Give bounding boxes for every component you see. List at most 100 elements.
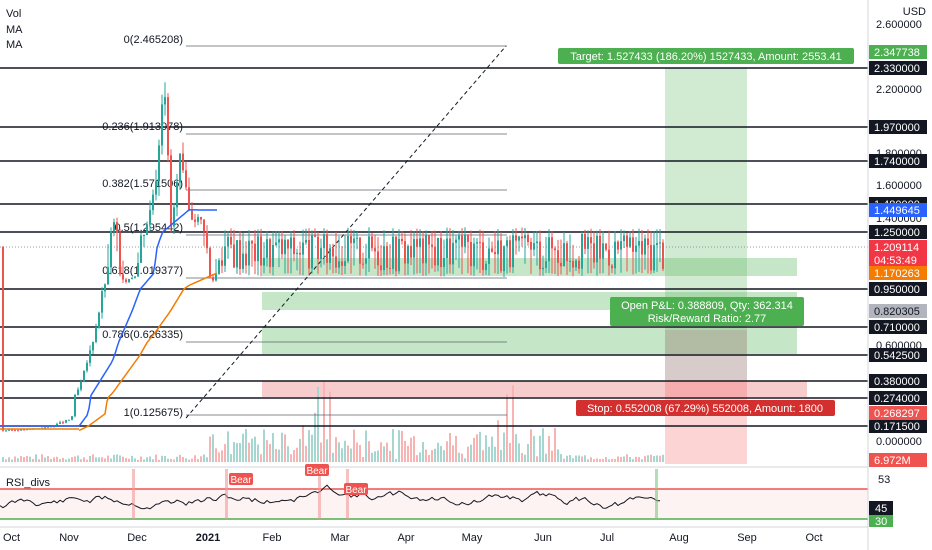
volume-bar	[5, 459, 7, 462]
level-badge-label: 0.380000	[874, 376, 920, 388]
candle-body	[470, 241, 472, 267]
volume-bar	[197, 459, 199, 462]
volume-bar	[281, 432, 283, 462]
candle-body	[635, 245, 637, 252]
candle-body	[125, 279, 127, 283]
candle-body	[464, 234, 466, 247]
legend-ma-1[interactable]: MA	[6, 24, 23, 36]
candle-body	[605, 243, 607, 250]
volume-bar	[629, 456, 631, 462]
volume-bar	[284, 434, 286, 462]
volume-bar	[62, 457, 64, 462]
candle-body	[440, 237, 442, 268]
fib-trend-line	[185, 45, 507, 419]
candle-body	[65, 420, 67, 423]
volume-bar	[254, 436, 256, 462]
candle-body	[569, 260, 571, 262]
candle-body	[104, 284, 106, 292]
candle-body	[47, 426, 49, 428]
volume-bar	[170, 458, 172, 462]
volume-bar	[257, 444, 259, 462]
candle-body	[20, 429, 22, 431]
volume-bar	[521, 452, 523, 462]
stop-label: Stop: 0.552008 (67.29%) 552008, Amount: …	[587, 403, 823, 415]
candle-body	[350, 236, 352, 244]
legend-ma-2[interactable]: MA	[6, 39, 23, 51]
candle-body	[383, 246, 385, 271]
volume-bar	[479, 431, 481, 462]
candle-body	[182, 153, 184, 171]
volume-bar	[272, 433, 274, 462]
volume-bar	[29, 456, 31, 462]
volume-bar	[380, 442, 382, 462]
volume-bar	[419, 452, 421, 462]
rsi-title[interactable]: RSI_divs	[6, 477, 51, 489]
volume-bar	[584, 455, 586, 462]
countdown-label: 04:53:49	[874, 255, 917, 267]
volume-bar	[662, 454, 664, 462]
volume-bar	[125, 458, 127, 462]
volume-bar	[218, 452, 220, 462]
volume-bar	[407, 445, 409, 462]
candle-body	[338, 261, 340, 268]
volume-bar	[299, 438, 301, 462]
volume-bar	[74, 456, 76, 462]
candle-body	[296, 252, 298, 255]
candle-body	[170, 155, 172, 227]
volume-bar	[158, 459, 160, 462]
volume-bar	[356, 442, 358, 462]
volume-bar	[482, 450, 484, 462]
volume-bar	[443, 450, 445, 462]
candle-body	[455, 239, 457, 243]
candle-body	[281, 239, 283, 255]
candle-body	[452, 242, 454, 265]
volume-bar	[572, 458, 574, 462]
horizontal-levels	[0, 67, 868, 427]
candle-body	[101, 291, 103, 313]
volume-bar	[425, 449, 427, 462]
candle-body	[275, 242, 277, 245]
candle-body	[89, 350, 91, 363]
level-badge-label: 0.274000	[874, 393, 920, 405]
candle-body	[572, 260, 574, 268]
volume-bar	[578, 455, 580, 462]
level-badge-label: 2.330000	[874, 63, 920, 75]
candle-body	[623, 235, 625, 242]
price-badge-label: 6.972M	[874, 455, 911, 467]
volume-bar	[188, 459, 190, 462]
volume-bar	[446, 441, 448, 462]
candle-body	[617, 241, 619, 250]
rsi-line	[0, 484, 660, 510]
volume-bar	[200, 456, 202, 462]
volume-bar	[296, 447, 298, 462]
price-badge	[869, 304, 927, 318]
target-label: Target: 1.527433 (186.20%) 1527433, Amou…	[570, 51, 842, 63]
candle-body	[599, 235, 601, 259]
candle-body	[209, 248, 211, 278]
candle-body	[152, 194, 154, 211]
legend-vol[interactable]: Vol	[6, 8, 22, 20]
volume-bar	[473, 437, 475, 462]
candle-body	[527, 234, 529, 243]
candle-body	[218, 260, 220, 275]
bear-marker-label: Bear	[230, 475, 252, 486]
zone-band	[262, 381, 807, 397]
candle-body	[56, 423, 58, 427]
volume-bar	[635, 456, 637, 462]
volume-bar	[650, 454, 652, 462]
level-badge-label: 0.950000	[874, 284, 920, 296]
volume-bar	[344, 440, 346, 462]
volume-bar	[146, 457, 148, 462]
countdown-badge	[869, 254, 927, 267]
candle-body	[653, 245, 655, 271]
candle-body	[266, 239, 268, 258]
volume-bar	[137, 459, 139, 462]
candle-body	[401, 238, 403, 242]
candle-body	[389, 267, 391, 269]
volume-bar	[434, 448, 436, 462]
candle-body	[206, 231, 208, 249]
candle-body	[386, 246, 388, 268]
time-axis-label: Sep	[737, 532, 757, 544]
candle-body	[422, 238, 424, 264]
